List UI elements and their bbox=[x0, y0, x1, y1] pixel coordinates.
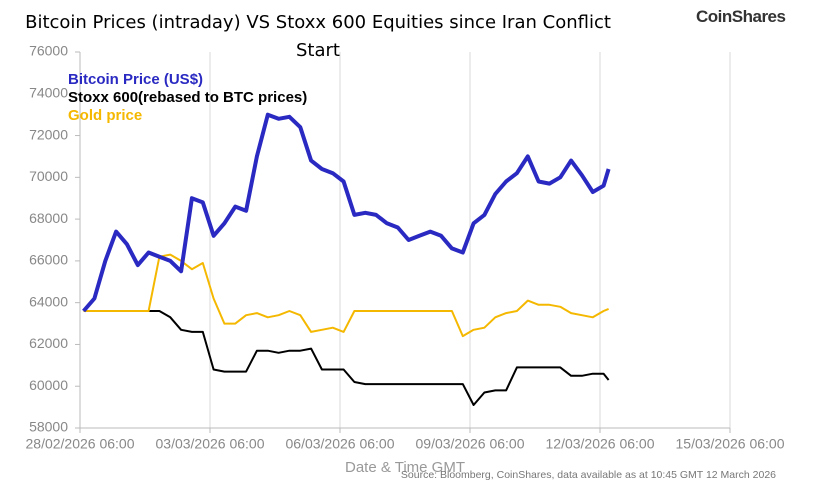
y-tick-label: 76000 bbox=[29, 43, 68, 59]
y-tick-label: 58000 bbox=[29, 419, 68, 435]
y-tick-label: 70000 bbox=[29, 168, 68, 184]
y-tick-label: 68000 bbox=[29, 210, 68, 226]
y-tick-label: 64000 bbox=[29, 293, 68, 309]
line-series bbox=[82, 112, 611, 313]
logo: CoinShares bbox=[696, 7, 786, 26]
x-tick-label: 28/02/2026 06:00 bbox=[26, 436, 135, 452]
y-tick-label: 72000 bbox=[29, 126, 68, 142]
legend-entry: Bitcoin Price (US$) bbox=[68, 71, 203, 88]
source: Source: Bloomberg, CoinShares, data avai… bbox=[401, 469, 776, 481]
x-tick-label: 03/03/2026 06:00 bbox=[156, 436, 265, 452]
y-tick-label: 74000 bbox=[29, 84, 68, 100]
y-tick-label: 62000 bbox=[29, 335, 68, 351]
x-tick-label: 12/03/2026 06:00 bbox=[546, 436, 655, 452]
chart-title: Bitcoin Prices (intraday) VS Stoxx 600 E… bbox=[25, 12, 611, 61]
legend-entry: Stoxx 600(rebased to BTC prices) bbox=[68, 89, 307, 106]
y-tick-label: 60000 bbox=[29, 377, 68, 393]
line-series bbox=[83, 310, 610, 406]
legend-entry: Gold price bbox=[68, 107, 142, 124]
line-series bbox=[83, 253, 609, 338]
y-tick-label: 66000 bbox=[29, 252, 68, 268]
x-tick-label: 06/03/2026 06:00 bbox=[286, 436, 395, 452]
x-axis-label: Date & Time GMT bbox=[345, 459, 465, 476]
x-tick-label: 09/03/2026 06:00 bbox=[416, 436, 525, 452]
x-tick-label: 15/03/2026 06:00 bbox=[676, 436, 785, 452]
